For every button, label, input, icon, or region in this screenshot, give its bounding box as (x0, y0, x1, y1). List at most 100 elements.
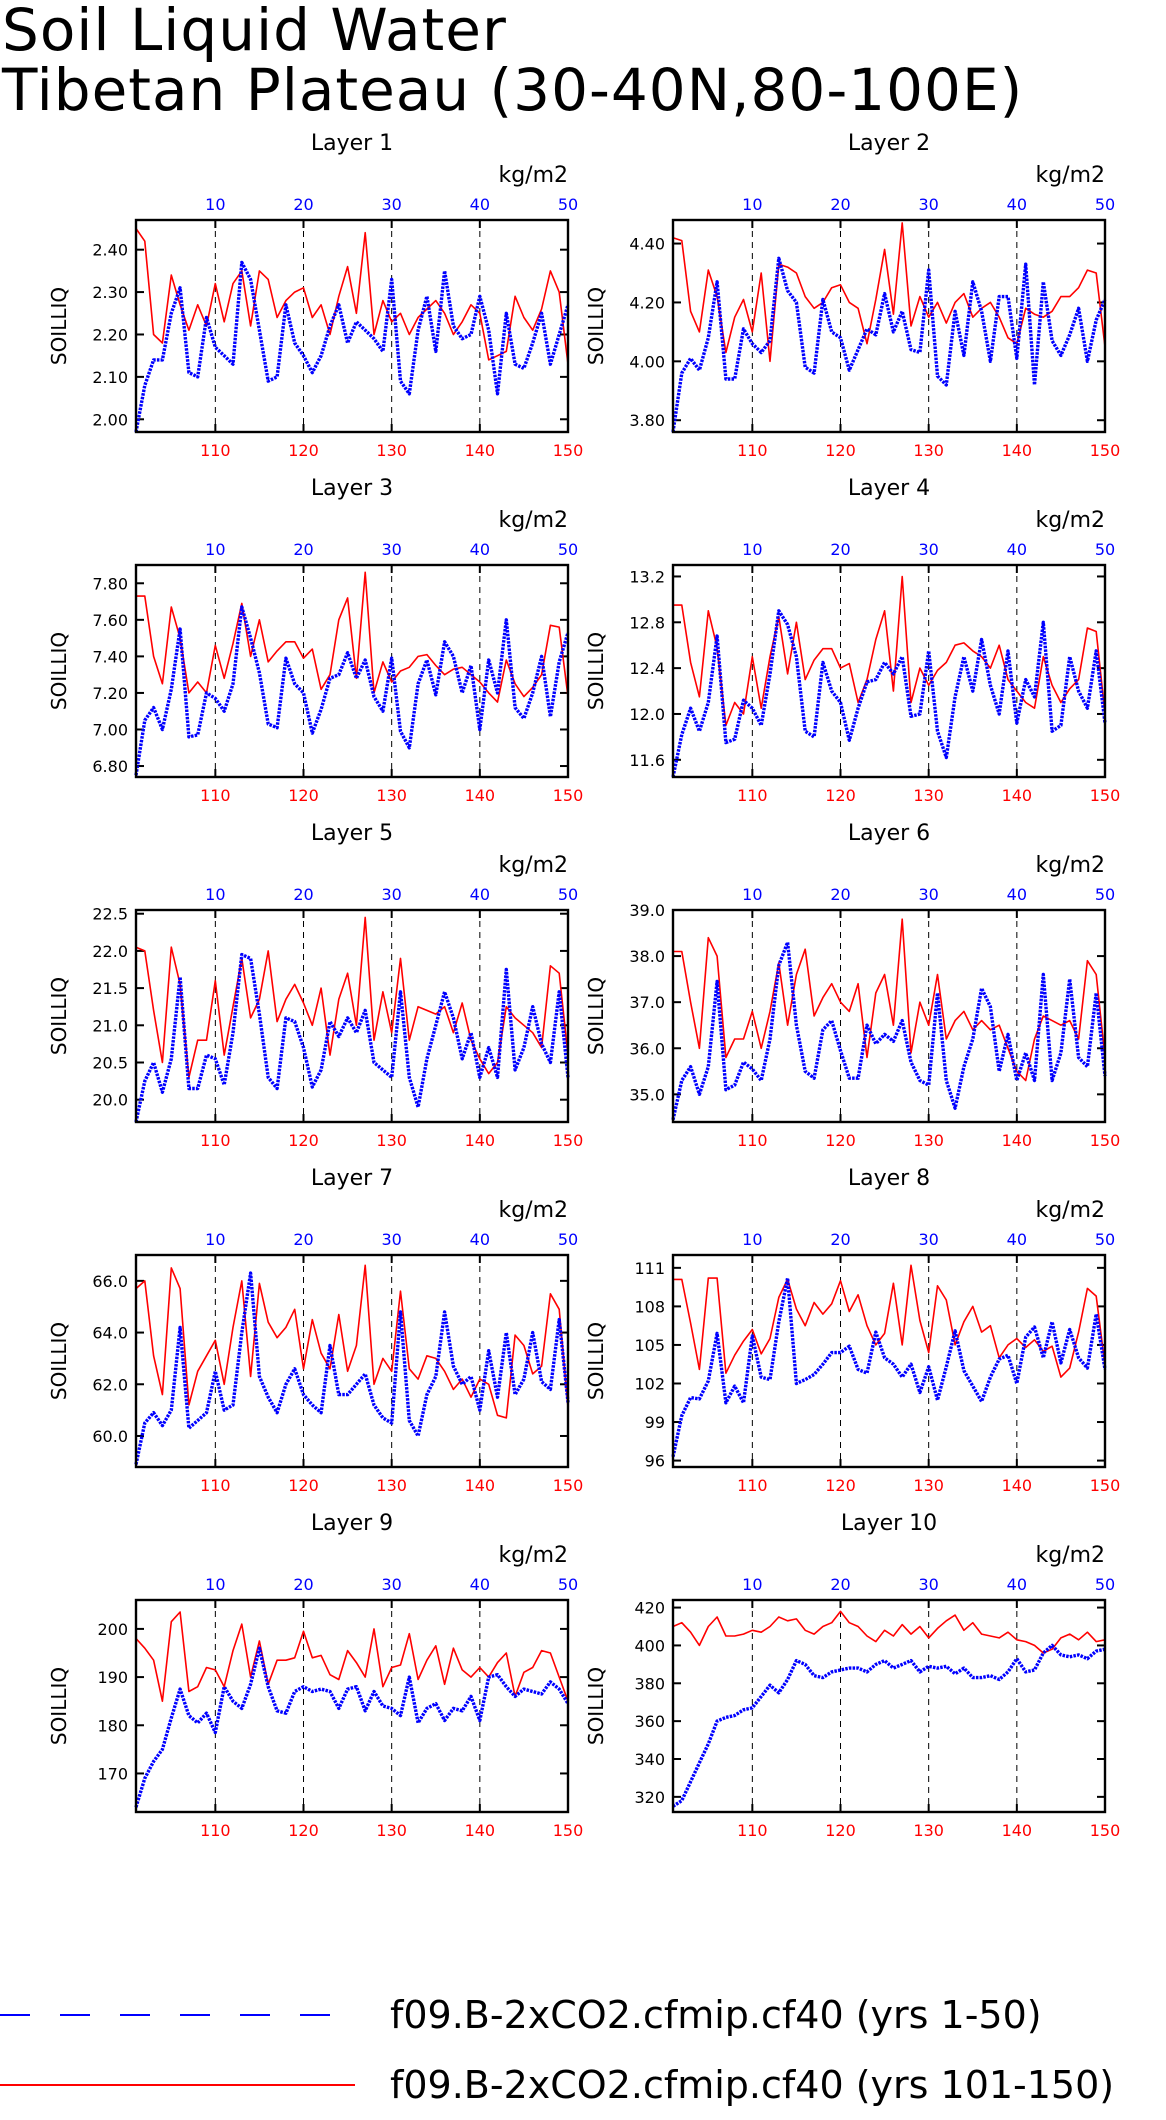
panel-6-ytick-label-39.0: 39.0 (629, 901, 665, 920)
panel-2-series-yrs-1-50 (671, 256, 1107, 433)
panel-2-xtick-label-bottom-130: 130 (913, 441, 944, 460)
panel-3-xtick-label-bottom-110: 110 (200, 786, 231, 805)
panel-9-top-axis-label: kg/m2 (498, 1543, 568, 1568)
panel-2-xtick-label-bottom-120: 120 (825, 441, 856, 460)
panel-2-xtick-label-bottom-150: 150 (1090, 441, 1121, 460)
panel-1-ytick-label-2.10: 2.10 (92, 368, 128, 387)
legend: f09.B-2xCO2.cfmip.cf40 (yrs 1-50) f09.B-… (0, 1960, 1166, 2120)
panel-3-ytick-label-7.40: 7.40 (92, 647, 128, 666)
panel-5-ytick-label-21.5: 21.5 (92, 979, 128, 998)
panel-4-xtick-label-top-50: 50 (1095, 540, 1115, 559)
panel-8-top-axis-label: kg/m2 (1035, 1198, 1105, 1223)
panel-4-xtick-label-bottom-120: 120 (825, 786, 856, 805)
panel-5-series-yrs-101-150 (135, 916, 569, 1079)
panel-5-xtick-label-bottom-150: 150 (553, 1131, 584, 1150)
panel-8-series-yrs-101-150 (673, 1264, 1106, 1378)
panel-1-series-yrs-1-50 (134, 260, 570, 433)
panel-7-series-yrs-1-50 (134, 1271, 570, 1465)
panel-4-xtick-label-top-40: 40 (1007, 540, 1027, 559)
panel-2-top-axis-label: kg/m2 (1035, 163, 1105, 188)
panel-6-ytick-label-36.0: 36.0 (629, 1039, 665, 1058)
panel-7-xtick-label-bottom-110: 110 (200, 1476, 231, 1495)
panel-5-xtick-label-bottom-140: 140 (465, 1131, 496, 1150)
panel-10-series-yrs-1-50 (672, 1643, 1106, 1808)
panel-4-ylabel: SOILLIQ (584, 632, 608, 710)
panel-6-series-yrs-101-150 (673, 918, 1106, 1082)
panel-1-xtick-label-top-40: 40 (470, 195, 490, 214)
panel-6-ytick-label-38.0: 38.0 (629, 947, 665, 966)
panel-6-xtick-label-bottom-150: 150 (1090, 1131, 1121, 1150)
legend-swatch-solid-red (0, 2084, 355, 2086)
panel-7-top-axis-label: kg/m2 (498, 1198, 568, 1223)
panel-1-ytick-label-2.30: 2.30 (92, 283, 128, 302)
panel-6-xtick-label-bottom-140: 140 (1002, 1131, 1033, 1150)
panel-6-xtick-label-bottom-120: 120 (825, 1131, 856, 1150)
panel-6-top-axis-label: kg/m2 (1035, 853, 1105, 878)
panel-10-xtick-label-top-10: 10 (742, 1575, 762, 1594)
panel-9-series-yrs-1-50 (134, 1646, 570, 1808)
panel-10-ytick-label-360: 360 (634, 1712, 665, 1731)
panel-2-xtick-label-top-40: 40 (1007, 195, 1027, 214)
panel-9-xtick-label-top-20: 20 (293, 1575, 313, 1594)
panel-10-xtick-label-top-40: 40 (1007, 1575, 1027, 1594)
panel-3-ytick-label-7.80: 7.80 (92, 574, 128, 593)
panel-6-series-yrs-1-50 (671, 940, 1107, 1121)
panel-2-xtick-label-bottom-140: 140 (1002, 441, 1033, 460)
panel-6-xtick-label-bottom-110: 110 (737, 1131, 768, 1150)
panel-8-ytick-label-102: 102 (634, 1374, 665, 1393)
panel-8-xtick-label-bottom-150: 150 (1090, 1476, 1121, 1495)
panel-5-ytick-label-20.5: 20.5 (92, 1053, 128, 1072)
panel-8-xtick-label-top-20: 20 (830, 1230, 850, 1249)
panel-3-ytick-label-7.20: 7.20 (92, 684, 128, 703)
panel-2-xtick-label-top-20: 20 (830, 195, 850, 214)
panel-8-xtick-label-bottom-130: 130 (913, 1476, 944, 1495)
panel-7-xtick-label-bottom-150: 150 (553, 1476, 584, 1495)
panel-1-xtick-label-bottom-140: 140 (465, 441, 496, 460)
panel-5-xtick-label-top-40: 40 (470, 885, 490, 904)
panel-10-ytick-label-420: 420 (634, 1599, 665, 1618)
panel-10-ytick-label-380: 380 (634, 1674, 665, 1693)
panel-6-xtick-label-top-20: 20 (830, 885, 850, 904)
panel-4-xtick-label-bottom-150: 150 (1090, 786, 1121, 805)
panel-4-ytick-label-12.0: 12.0 (629, 705, 665, 724)
panel-8-xtick-label-top-50: 50 (1095, 1230, 1115, 1249)
panel-1-xtick-label-top-10: 10 (205, 195, 225, 214)
panel-3-xtick-label-top-10: 10 (205, 540, 225, 559)
panel-6-title: Layer 6 (848, 821, 930, 846)
panel-5-xtick-label-top-50: 50 (558, 885, 578, 904)
panel-5-ytick-label-22.0: 22.0 (92, 942, 128, 961)
panel-8-title: Layer 8 (848, 1166, 930, 1191)
panel-2-frame (671, 218, 1107, 434)
panel-5-xtick-label-bottom-120: 120 (288, 1131, 319, 1150)
panel-5-ytick-label-21.0: 21.0 (92, 1016, 128, 1035)
panel-2-ytick-label-4.20: 4.20 (629, 293, 665, 312)
legend-label-run2: f09.B-2xCO2.cfmip.cf40 (yrs 101-150) (390, 2063, 1115, 2107)
panel-8-xtick-label-bottom-140: 140 (1002, 1476, 1033, 1495)
panel-4-xtick-label-top-10: 10 (742, 540, 762, 559)
panel-4-ytick-label-12.4: 12.4 (629, 659, 665, 678)
panel-10-series-yrs-101-150 (672, 1610, 1106, 1654)
panel-7-xtick-label-top-50: 50 (558, 1230, 578, 1249)
panel-9-xtick-label-top-50: 50 (558, 1575, 578, 1594)
panel-3-series-yrs-1-50 (134, 605, 570, 776)
legend-swatch-dashed-blue (0, 2014, 355, 2016)
panel-10-xtick-label-bottom-140: 140 (1002, 1821, 1033, 1840)
panel-2-xtick-label-top-50: 50 (1095, 195, 1115, 214)
panel-9-xtick-label-bottom-110: 110 (200, 1821, 231, 1840)
panel-10-xtick-label-bottom-150: 150 (1090, 1821, 1121, 1840)
panel-3-ylabel: SOILLIQ (47, 632, 71, 710)
panel-3-ytick-label-6.80: 6.80 (92, 757, 128, 776)
panel-5-xtick-label-bottom-110: 110 (200, 1131, 231, 1150)
panel-10-xtick-label-top-20: 20 (830, 1575, 850, 1594)
panel-8-xtick-label-top-10: 10 (742, 1230, 762, 1249)
panel-3-ytick-label-7.60: 7.60 (92, 611, 128, 630)
legend-item-run1: f09.B-2xCO2.cfmip.cf40 (yrs 1-50) (0, 1985, 1166, 2045)
panel-3-xtick-label-top-50: 50 (558, 540, 578, 559)
panel-9-ytick-label-190: 190 (97, 1668, 128, 1687)
panel-10-frame (671, 1598, 1107, 1814)
panel-7-xtick-label-top-20: 20 (293, 1230, 313, 1249)
panel-3-xtick-label-bottom-150: 150 (553, 786, 584, 805)
panel-7-title: Layer 7 (311, 1166, 393, 1191)
panel-7-frame (134, 1253, 570, 1469)
panel-6-xtick-label-top-30: 30 (918, 885, 938, 904)
